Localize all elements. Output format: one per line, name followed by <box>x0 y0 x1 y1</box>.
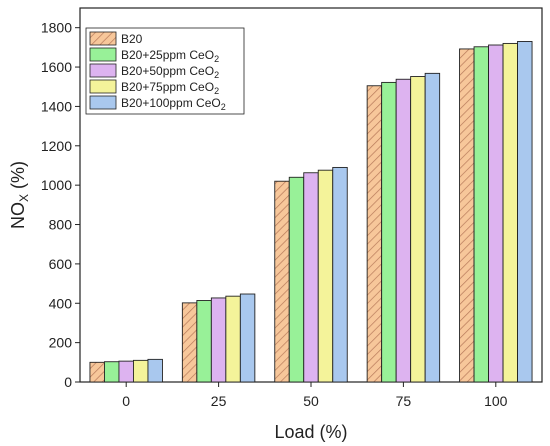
bar <box>366 85 383 383</box>
y-tick-label: 1200 <box>41 138 72 154</box>
x-tick-label: 0 <box>122 393 130 409</box>
bars-group <box>89 41 533 383</box>
bar <box>288 176 305 383</box>
bar <box>89 361 105 383</box>
y-tick-label: 400 <box>49 295 73 311</box>
bar <box>502 42 518 383</box>
bar <box>103 361 120 383</box>
x-tick-label: 25 <box>211 393 227 409</box>
legend-label: B20+25ppm CeO2 <box>121 48 219 64</box>
x-tick-label: 75 <box>396 393 412 409</box>
bar <box>473 46 489 383</box>
bar <box>132 359 149 383</box>
y-tick-label: 800 <box>49 217 73 233</box>
y-axis: 0 200 400 600 800 1000 1200 1400 1600 1800 <box>41 20 80 390</box>
y-axis-title-unit: (%) <box>8 161 28 194</box>
legend-swatch <box>89 63 117 78</box>
y-tick-label: 1800 <box>41 20 72 36</box>
bar <box>459 48 475 383</box>
bar <box>332 166 348 383</box>
legend-label: B20+75ppm CeO2 <box>121 80 219 96</box>
bar <box>424 72 441 383</box>
y-axis-title: NOX (%) <box>8 161 31 229</box>
bar <box>410 76 426 383</box>
legend-swatch <box>89 31 117 46</box>
bar <box>303 172 319 383</box>
x-axis: 0 25 50 75 100 <box>122 382 508 409</box>
y-tick-label: 1000 <box>41 177 72 193</box>
bar <box>488 44 504 383</box>
y-tick-label: 200 <box>49 335 73 351</box>
bar <box>147 358 163 383</box>
bar <box>196 300 212 383</box>
bar <box>239 293 256 383</box>
y-tick-label: 1400 <box>41 98 72 114</box>
bar <box>381 81 397 383</box>
bar <box>118 360 134 383</box>
bar <box>395 78 412 383</box>
bar <box>181 302 198 383</box>
bar <box>225 295 241 383</box>
bar <box>517 41 533 383</box>
legend-swatch <box>89 95 117 110</box>
bar <box>210 297 227 383</box>
legend-label: B20+50ppm CeO2 <box>121 64 219 80</box>
legend-swatch <box>89 47 117 62</box>
legend-label: B20 <box>121 32 143 46</box>
x-tick-label: 50 <box>303 393 319 409</box>
bar <box>274 180 290 383</box>
legend-swatch <box>89 79 117 94</box>
y-axis-title-main: NO <box>8 202 28 229</box>
y-axis-title-sub: X <box>17 194 31 202</box>
x-tick-label: 100 <box>484 393 508 409</box>
y-tick-label: 600 <box>49 256 73 272</box>
x-axis-title: Load (%) <box>274 422 347 442</box>
y-tick-label: 0 <box>64 374 72 390</box>
y-tick-label: 1600 <box>41 59 72 75</box>
bar <box>317 169 334 383</box>
legend-label: B20+100ppm CeO2 <box>121 96 226 112</box>
